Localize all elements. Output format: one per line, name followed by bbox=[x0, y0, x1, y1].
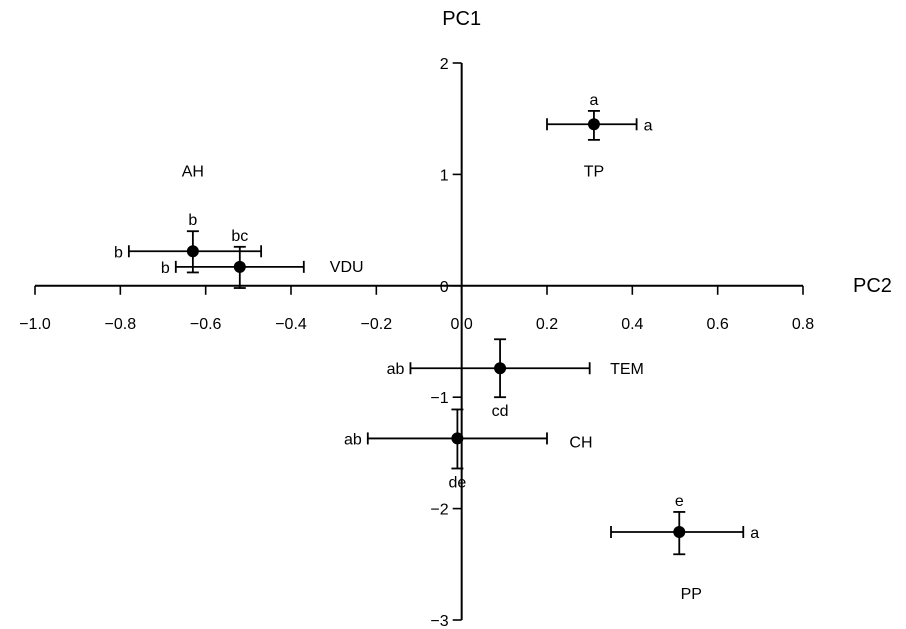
x-significance-letter: ab bbox=[387, 361, 405, 378]
y-tick-label: 2 bbox=[440, 56, 449, 73]
x-tick-label: 0.8 bbox=[792, 316, 814, 333]
y-significance-letter: de bbox=[449, 474, 467, 491]
x-significance-letter: b bbox=[161, 260, 170, 277]
x-significance-letter: b bbox=[114, 244, 123, 261]
y-tick-label: −1 bbox=[430, 390, 448, 407]
point-label: AH bbox=[182, 163, 204, 180]
y-significance-letter: a bbox=[589, 92, 598, 109]
point-label: VDU bbox=[330, 259, 364, 276]
y-tick-label: −3 bbox=[430, 613, 448, 629]
data-point-group: b bc VDU bbox=[161, 228, 364, 289]
x-tick-label: −0.8 bbox=[105, 316, 137, 333]
y-significance-letter: cd bbox=[492, 403, 509, 420]
data-point-group: a e PP bbox=[610, 493, 759, 603]
point-label: TP bbox=[584, 163, 604, 180]
y-axis-title: PC1 bbox=[442, 8, 481, 30]
point-label: PP bbox=[681, 586, 702, 603]
data-point-group: ab de CH bbox=[344, 408, 593, 491]
data-point bbox=[233, 260, 246, 273]
data-point bbox=[673, 525, 686, 538]
x-tick-label: 0.4 bbox=[621, 316, 643, 333]
x-tick-label: −0.6 bbox=[190, 316, 222, 333]
y-tick-label: −2 bbox=[430, 502, 448, 519]
data-point bbox=[186, 245, 199, 258]
y-significance-letter: b bbox=[188, 212, 197, 229]
y-significance-letter: e bbox=[675, 493, 684, 510]
y-tick-label: 1 bbox=[440, 167, 449, 184]
x-tick-label: −1.0 bbox=[19, 316, 51, 333]
x-tick-label: 0.6 bbox=[707, 316, 729, 333]
data-point-group: a a TP bbox=[546, 92, 653, 180]
x-significance-letter: a bbox=[644, 117, 653, 134]
data-point bbox=[494, 362, 507, 375]
x-tick-label: −0.4 bbox=[275, 316, 307, 333]
x-significance-letter: a bbox=[750, 525, 759, 542]
y-tick-label: 0 bbox=[440, 279, 449, 296]
data-point bbox=[451, 432, 464, 445]
x-axis-title: PC2 bbox=[853, 275, 892, 297]
data-point-group: ab cd TEM bbox=[387, 338, 644, 420]
data-point bbox=[587, 118, 600, 131]
y-significance-letter: bc bbox=[231, 228, 248, 245]
x-tick-label: −0.2 bbox=[361, 316, 393, 333]
x-significance-letter: ab bbox=[344, 431, 362, 448]
data-points: a a TP b b AH b bc VDU ab cd TEM ab de CH a e PP bbox=[114, 92, 759, 603]
point-label: CH bbox=[569, 434, 592, 451]
x-tick-label: 0.0 bbox=[451, 316, 473, 333]
point-label: TEM bbox=[610, 361, 644, 378]
axes: −1.0 −0.8 −0.6 −0.4 −0.2 0.0 0.2 0.4 0.6 0.8 2 1 0 −1… bbox=[19, 56, 814, 629]
x-tick-label: 0.2 bbox=[536, 316, 558, 333]
